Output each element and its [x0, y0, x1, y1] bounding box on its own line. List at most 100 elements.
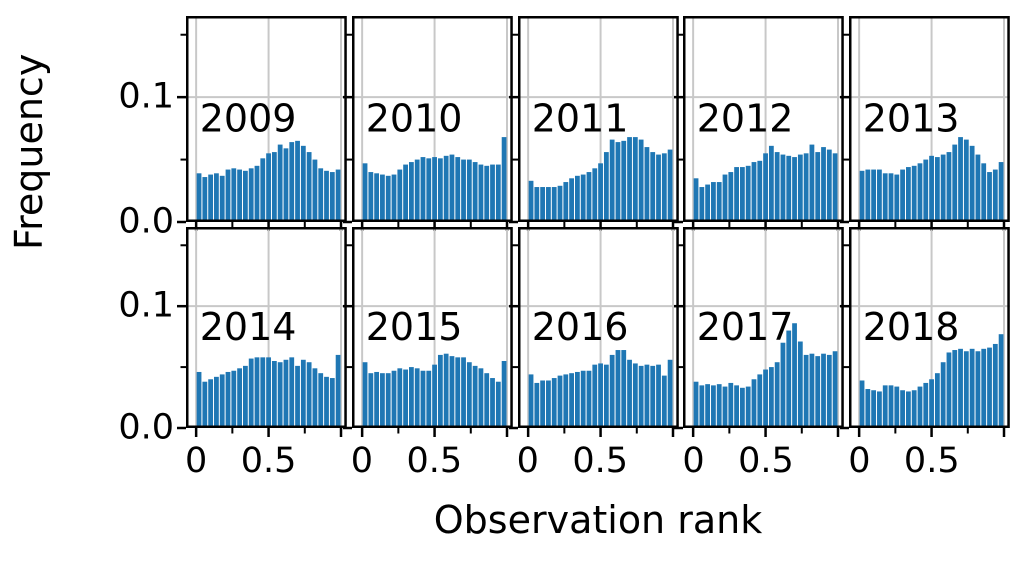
- panel-svg-2016: 2016: [508, 227, 679, 437]
- histogram-bar: [449, 154, 455, 222]
- histogram-bar: [374, 173, 379, 222]
- histogram-bar: [757, 374, 763, 428]
- histogram-bar: [763, 153, 769, 222]
- histogram-bar: [667, 359, 673, 428]
- histogram-bar: [734, 167, 740, 222]
- histogram-bar: [900, 390, 906, 428]
- histogram-bar: [911, 165, 917, 222]
- histogram-bar: [208, 379, 214, 428]
- histogram-bar: [877, 391, 882, 428]
- histogram-bar: [728, 172, 734, 222]
- histogram-bar: [833, 351, 838, 428]
- histogram-bar: [528, 374, 534, 428]
- histogram-bar: [952, 144, 958, 222]
- histogram-bar: [289, 357, 295, 428]
- year-label: 2015: [366, 305, 463, 349]
- histogram-bar: [484, 165, 489, 222]
- histogram-bar: [225, 169, 231, 222]
- histogram-bar: [815, 152, 821, 222]
- histogram-bar: [734, 385, 740, 428]
- histogram-bar: [312, 159, 318, 222]
- histogram-bar: [603, 364, 609, 428]
- histogram-bar: [935, 157, 940, 222]
- histogram-bar: [557, 375, 562, 428]
- histogram-bar: [528, 180, 534, 222]
- panel-svg-2011: 2011: [508, 16, 679, 231]
- histogram-bar: [324, 376, 329, 428]
- histogram-bar: [225, 371, 231, 428]
- histogram-bar: [478, 368, 484, 428]
- histogram-bar: [620, 140, 626, 222]
- histogram-bar: [472, 365, 478, 428]
- histogram-bar: [780, 154, 786, 222]
- histogram-bar: [501, 361, 507, 428]
- histogram-bar: [379, 174, 385, 222]
- histogram-bar: [306, 152, 312, 222]
- histogram-bar: [260, 357, 266, 428]
- histogram-bar: [574, 371, 580, 428]
- histogram-bar: [998, 334, 1004, 428]
- histogram-bar: [402, 164, 408, 222]
- histogram-bars: [528, 137, 673, 222]
- histogram-bar: [883, 385, 888, 428]
- histogram-bars: [362, 353, 507, 428]
- histogram-bar: [981, 348, 987, 428]
- histogram-bar: [408, 367, 414, 428]
- histogram-bar: [196, 371, 202, 428]
- histogram-bar: [993, 343, 998, 428]
- histogram-bar: [649, 152, 655, 222]
- histogram-bar: [917, 163, 923, 222]
- histogram-bar: [437, 158, 443, 222]
- histogram-bar: [306, 362, 312, 428]
- histogram-bar: [894, 386, 900, 428]
- histogram-bar: [237, 169, 242, 222]
- histogram-bar: [391, 370, 397, 428]
- year-label: 2014: [200, 305, 297, 349]
- histogram-bar: [746, 165, 751, 222]
- x-tick-label: 0.5: [738, 441, 794, 481]
- histogram-bar: [335, 354, 341, 428]
- year-label: 2017: [697, 305, 794, 349]
- histogram-bar: [385, 373, 391, 428]
- histogram-bar: [987, 172, 993, 222]
- panel-2014: 2014: [177, 227, 347, 437]
- panel-2011: 2011: [508, 16, 679, 231]
- histogram-bar: [620, 350, 626, 428]
- histogram-bar: [202, 177, 208, 222]
- histogram-bar: [437, 354, 443, 428]
- histogram-bar: [397, 169, 402, 222]
- histogram-bar: [591, 364, 597, 428]
- histogram-bar: [883, 173, 888, 222]
- histogram-bar: [906, 391, 911, 428]
- x-tick-label: 0.5: [903, 441, 960, 481]
- panel-svg-2017: 2017: [674, 227, 845, 437]
- histogram-bar: [597, 363, 603, 428]
- histogram-bar: [609, 139, 615, 222]
- histogram-bar: [551, 187, 557, 222]
- year-label: 2016: [531, 305, 628, 349]
- histogram-bars: [859, 334, 1004, 428]
- panel-2010: 2010: [342, 16, 513, 231]
- histogram-bar: [894, 174, 900, 222]
- histogram-bar: [751, 162, 757, 222]
- histogram-bar: [431, 157, 437, 222]
- histogram-bar: [917, 386, 923, 428]
- panel-2016: 2016: [508, 227, 679, 437]
- histogram-bar: [231, 168, 237, 222]
- histogram-bar: [385, 175, 391, 222]
- panel-svg-2012: 2012: [674, 16, 845, 231]
- histogram-bar: [591, 168, 597, 222]
- panel-border: [683, 16, 845, 222]
- histogram-bar: [609, 354, 615, 428]
- histogram-bar: [420, 370, 426, 428]
- histogram-bar: [705, 184, 711, 222]
- y-tick-label: 0.1: [118, 76, 174, 117]
- histogram-bars: [528, 350, 673, 428]
- histogram-bar: [655, 364, 661, 428]
- histogram-bar: [580, 174, 586, 222]
- histogram-bar: [243, 170, 248, 222]
- histogram-bar: [786, 330, 792, 428]
- histogram-bar: [865, 169, 871, 222]
- histogram-bar: [362, 362, 368, 428]
